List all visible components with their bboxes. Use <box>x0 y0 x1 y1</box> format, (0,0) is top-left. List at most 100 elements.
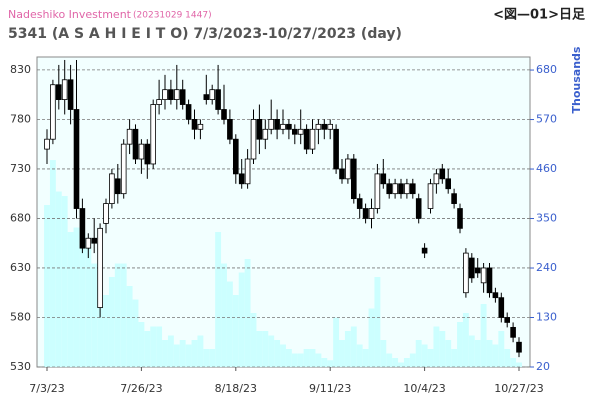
candle-body <box>504 317 510 323</box>
candle-body <box>315 123 322 130</box>
candle-body <box>468 257 475 279</box>
volume-bar <box>303 349 310 367</box>
candle-body <box>380 173 387 185</box>
volume-layer <box>44 160 522 367</box>
candle-body <box>126 128 133 145</box>
candle-body <box>168 89 174 100</box>
volume-bar <box>44 205 50 367</box>
candle-body <box>274 118 280 130</box>
candle-body <box>398 183 404 195</box>
volume-bar <box>421 344 428 367</box>
candle-body <box>356 198 363 209</box>
volume-bar <box>344 331 351 367</box>
candle-body <box>368 208 375 219</box>
candle-body <box>433 173 440 185</box>
volume-bar <box>144 331 151 367</box>
volume-bar <box>226 281 233 367</box>
candle-body <box>386 183 392 195</box>
candle-body <box>144 143 151 165</box>
y2-tick-label: 130 <box>536 311 557 324</box>
y-tick-label: 780 <box>10 112 31 125</box>
candle-body <box>256 118 263 140</box>
volume-bar <box>256 331 263 367</box>
y2-tick-label: 240 <box>536 261 557 274</box>
candle-body <box>103 203 109 224</box>
candle-body <box>191 118 198 130</box>
volume-bar <box>268 335 275 367</box>
brand: Nadeshiko Investment <box>8 8 132 21</box>
volume-bar <box>185 344 192 367</box>
candle-layer <box>44 59 522 358</box>
volume-bar <box>179 340 186 367</box>
volume-bar <box>85 241 92 367</box>
candle-body <box>439 168 446 180</box>
timestamp: (20231029 1447) <box>133 11 212 21</box>
y-tick-label: 580 <box>10 310 31 323</box>
volume-bar <box>398 362 404 367</box>
volume-bar <box>203 349 210 367</box>
candle-body <box>150 104 157 165</box>
volume-bar <box>451 349 458 367</box>
volume-bar <box>433 326 440 367</box>
volume-bar <box>350 326 357 367</box>
y2-tick-label: 350 <box>536 212 557 225</box>
volume-bar <box>120 263 127 367</box>
volume-bar <box>291 353 298 367</box>
candle-body <box>250 118 257 160</box>
candle-body <box>510 326 516 338</box>
volume-bar <box>510 358 517 367</box>
volume-bar <box>457 322 463 367</box>
candle-body <box>362 208 369 219</box>
volume-bar <box>167 335 174 367</box>
y-tick-label: 730 <box>10 162 31 175</box>
volume-bar <box>173 344 180 367</box>
volume-bar <box>61 196 68 367</box>
volume-bar <box>315 353 322 367</box>
candle-body <box>61 79 68 100</box>
volume-bar <box>221 263 227 367</box>
candle-body <box>203 94 210 100</box>
candle-body <box>244 158 251 185</box>
volume-bar <box>356 344 363 367</box>
x-tick-label: 8/18/23 <box>215 382 257 395</box>
candle-body <box>197 123 204 130</box>
candle-body <box>392 183 398 195</box>
y-tick-label: 680 <box>10 211 31 224</box>
volume-bar <box>498 331 505 367</box>
candle-body <box>286 123 292 130</box>
candle-body <box>97 227 103 308</box>
volume-bar <box>108 277 115 367</box>
volume-bar <box>197 335 204 367</box>
x-tick-label: 10/27/23 <box>494 382 543 395</box>
volume-bar <box>468 335 475 367</box>
volume-bar <box>97 286 104 367</box>
candle-body <box>421 247 428 254</box>
volume-bar <box>209 349 216 367</box>
volume-bar <box>250 313 257 367</box>
volume-bar <box>285 349 292 367</box>
candle-body <box>109 173 115 204</box>
candle-body <box>268 118 274 130</box>
candle-body <box>350 158 357 200</box>
volume-bar <box>91 263 98 367</box>
volume-bar <box>274 340 281 367</box>
candle-body <box>415 198 422 219</box>
candle-body <box>303 128 310 150</box>
candle-body <box>162 89 168 100</box>
candle-body <box>115 178 121 195</box>
volume-bar <box>321 358 328 367</box>
volume-bar <box>103 295 109 367</box>
x-tick-label: 10/4/23 <box>403 382 445 395</box>
volume-bar <box>439 331 446 367</box>
volume-bar <box>333 317 340 367</box>
volume-bar <box>516 362 522 367</box>
volume-bar <box>132 299 139 367</box>
candle-body <box>409 183 416 195</box>
candle-body <box>232 138 239 175</box>
volume-bar <box>138 322 145 367</box>
volume-bar <box>297 353 304 367</box>
candle-body <box>67 79 74 110</box>
volume-bar <box>415 340 422 367</box>
candle-body <box>451 193 457 204</box>
volume-bar <box>67 232 74 367</box>
